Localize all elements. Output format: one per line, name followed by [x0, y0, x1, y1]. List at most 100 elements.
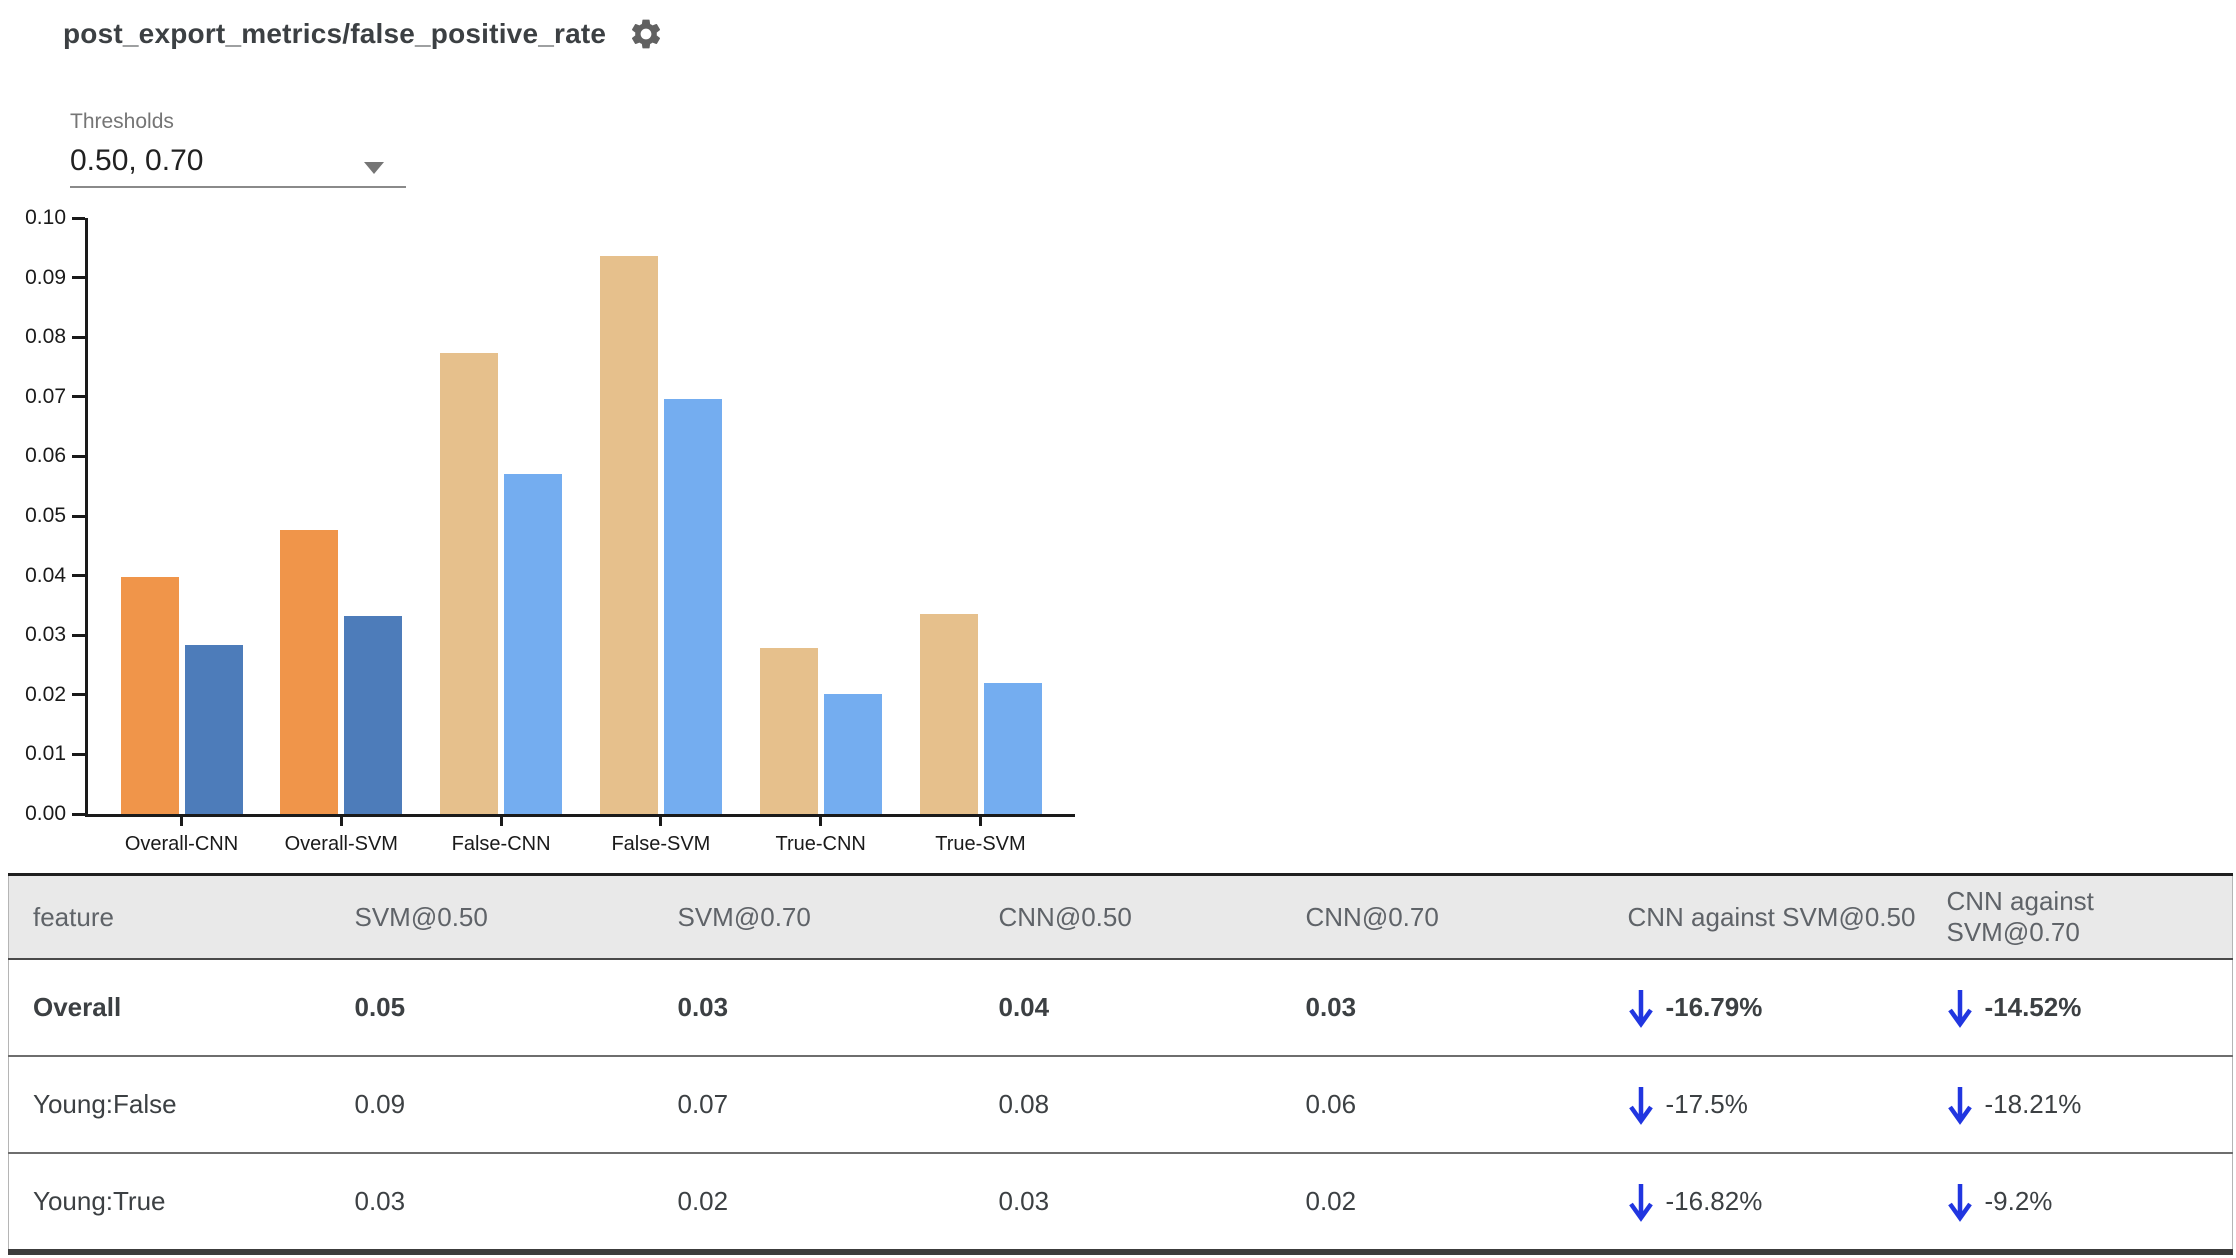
value-cell-SVM@0.70: 0.02 — [653, 1152, 975, 1252]
value-cell-CNN@0.50: 0.03 — [974, 1152, 1282, 1252]
down-arrow-icon — [1628, 989, 1653, 1028]
value-cell-CNN@0.70: 0.02 — [1281, 1152, 1604, 1252]
y-axis-tick — [72, 335, 85, 339]
value-cell-CNN@0.70: 0.03 — [1305, 992, 1357, 1022]
dropdown-underline — [70, 186, 406, 188]
down-arrow-icon — [1628, 1086, 1653, 1125]
y-axis-tick-label: 0.02 — [25, 682, 66, 706]
y-axis-tick-label: 0.09 — [25, 265, 66, 289]
comparison-value: -16.82% — [1665, 1186, 1763, 1216]
y-axis-tick-label: 0.01 — [25, 742, 66, 766]
y-axis-tick — [72, 395, 85, 399]
bar-Overall-SVM-threshold-0.70 — [344, 616, 403, 814]
y-axis-tick-label: 0.03 — [25, 623, 66, 647]
bar-False-CNN-threshold-0.50 — [440, 352, 499, 814]
value-cell-CNN@0.50: 0.08 — [974, 1055, 1282, 1153]
thresholds-label: Thresholds — [70, 110, 174, 133]
column-header-6: CNN against SVM@0.70 — [1922, 874, 2233, 960]
y-axis-tick — [72, 633, 85, 637]
y-axis-tick-label: 0.04 — [25, 563, 66, 587]
comparison-value: -9.2% — [1984, 1186, 2053, 1216]
value-cell-SVM@0.70: 0.03 — [677, 992, 729, 1022]
bar-Overall-CNN-threshold-0.70 — [184, 645, 243, 814]
x-axis-tick — [979, 817, 982, 826]
x-axis-category-label: False-CNN — [451, 833, 551, 855]
comparison-value: -14.52% — [1984, 992, 2082, 1022]
y-axis-tick — [72, 752, 85, 756]
thresholds-dropdown[interactable]: Thresholds 0.50, 0.70 — [70, 110, 406, 188]
y-axis-tick — [72, 454, 85, 458]
bar-Overall-SVM-threshold-0.50 — [280, 529, 339, 814]
y-axis-tick-label: 0.05 — [25, 504, 66, 527]
comparison-cell-CNN against SVM@0.50: -16.79% — [1604, 959, 1923, 1056]
x-axis-tick — [180, 817, 183, 826]
bar-Overall-CNN-threshold-0.50 — [120, 576, 179, 814]
bar-False-SVM-threshold-0.70 — [663, 399, 722, 814]
bar-True-CNN-threshold-0.70 — [823, 694, 882, 814]
metric-header: post_export_metrics/false_positive_rate — [63, 16, 664, 52]
gear-icon-glyph — [632, 19, 661, 49]
y-axis-tick — [72, 574, 85, 578]
value-cell-SVM@0.50: 0.05 — [354, 992, 406, 1022]
bar-True-CNN-threshold-0.50 — [759, 647, 818, 814]
comparison-cell-CNN against SVM@0.70: -18.21% — [1922, 1055, 2233, 1153]
table-row-Young:True: Young:True 0.03 0.02 0.03 0.02 -16.82% -9.2% — [8, 1152, 2233, 1252]
x-axis-tick — [339, 817, 343, 826]
down-arrow-icon — [1628, 1183, 1653, 1222]
column-header-2: SVM@0.70 — [653, 874, 975, 960]
x-axis-category-label: True-SVM — [935, 833, 1026, 855]
comparison-cell-CNN against SVM@0.50: -16.82% — [1603, 1152, 1923, 1252]
x-axis-category-label: Overall-SVM — [284, 833, 398, 855]
feature-cell: Young:True — [8, 1152, 331, 1252]
bar-chart: 0.00 0.01 0.02 0.03 0.04 0.05 0.06 0.07 0.08 0.09… — [25, 206, 1075, 855]
x-axis-category-label: Overall-CNN — [124, 833, 239, 855]
comparison-cell-CNN against SVM@0.70: -14.52% — [1923, 959, 2233, 1056]
comparison-value: -16.79% — [1665, 992, 1763, 1022]
y-axis-tick — [72, 216, 85, 220]
y-axis-tick — [72, 812, 85, 816]
y-axis-tick-label: 0.08 — [25, 325, 66, 349]
column-header-5: CNN against SVM@0.50 — [1603, 874, 1923, 960]
table-header-row: feature SVM@0.50 SVM@0.70 CNN@0.50 CNN@0.70 C… — [8, 874, 2233, 960]
column-header-0: feature — [8, 874, 331, 960]
feature-cell: Young:False — [8, 1055, 331, 1153]
x-axis-line — [85, 814, 1075, 817]
down-arrow-icon — [1947, 1086, 1972, 1125]
chevron-down-icon[interactable] — [364, 162, 384, 174]
y-axis-tick-label: 0.00 — [25, 802, 66, 825]
column-header-1: SVM@0.50 — [330, 874, 654, 960]
bar-True-SVM-threshold-0.70 — [983, 682, 1042, 814]
y-axis-tick — [72, 514, 85, 518]
x-axis-category-label: True-CNN — [775, 833, 866, 855]
feature-cell: Overall — [33, 992, 122, 1022]
x-axis-tick — [659, 817, 663, 826]
thresholds-value: 0.50, 0.70 — [70, 144, 204, 177]
table-row-Overall: Overall 0.05 0.03 0.04 0.03 -16.79% -14.52% — [9, 959, 2233, 1056]
gear-icon[interactable] — [628, 16, 664, 52]
y-axis-tick — [72, 276, 85, 280]
value-cell-CNN@0.50: 0.04 — [998, 992, 1050, 1022]
y-axis-tick-label: 0.10 — [25, 206, 66, 229]
x-axis-category-label: False-SVM — [611, 833, 711, 855]
value-cell-SVM@0.50: 0.03 — [330, 1152, 654, 1252]
bar-True-SVM-threshold-0.50 — [919, 613, 978, 814]
metrics-table: feature SVM@0.50 SVM@0.70 CNN@0.50 CNN@0.70 C… — [8, 873, 2233, 1255]
value-cell-SVM@0.70: 0.07 — [653, 1055, 975, 1153]
value-cell-CNN@0.70: 0.06 — [1281, 1055, 1604, 1153]
comparison-value: -18.21% — [1984, 1089, 2082, 1119]
bar-False-CNN-threshold-0.70 — [504, 474, 563, 814]
down-arrow-icon — [1947, 1183, 1972, 1222]
x-axis-tick — [499, 817, 503, 826]
bar-False-SVM-threshold-0.50 — [599, 255, 658, 814]
down-arrow-icon — [1947, 989, 1972, 1028]
y-axis-tick-label: 0.06 — [25, 444, 66, 468]
comparison-value: -17.5% — [1665, 1089, 1748, 1119]
x-axis-tick — [819, 817, 823, 826]
y-axis-tick-label: 0.07 — [25, 384, 66, 408]
value-cell-SVM@0.50: 0.09 — [330, 1055, 654, 1153]
table-row-Young:False: Young:False 0.09 0.07 0.08 0.06 -17.5% -18.21% — [8, 1055, 2233, 1153]
comparison-cell-CNN against SVM@0.70: -9.2% — [1922, 1152, 2233, 1252]
column-header-4: CNN@0.70 — [1281, 874, 1604, 960]
y-axis-line — [85, 218, 88, 817]
page-title: post_export_metrics/false_positive_rate — [63, 18, 607, 49]
